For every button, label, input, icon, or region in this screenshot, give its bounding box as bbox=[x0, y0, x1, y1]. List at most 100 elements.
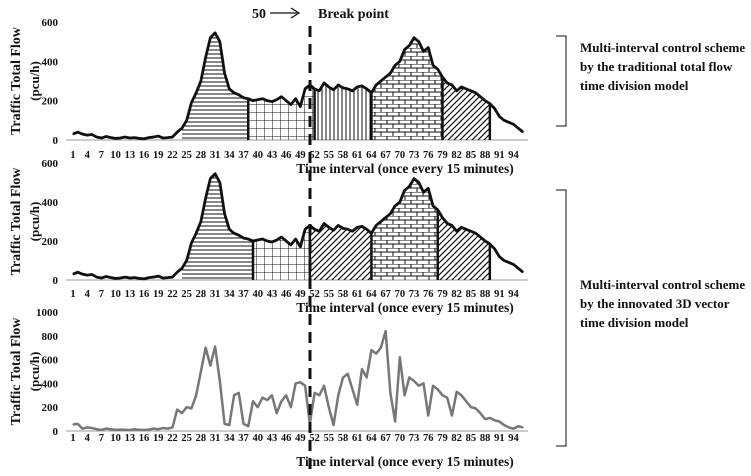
segment-fill-grid bbox=[253, 225, 310, 280]
x-tick-label: 70 bbox=[395, 150, 406, 161]
x-tick-label: 55 bbox=[324, 150, 335, 161]
data-point bbox=[143, 429, 145, 431]
data-point bbox=[195, 394, 197, 396]
x-tick-label: 49 bbox=[295, 150, 306, 161]
data-point bbox=[493, 248, 496, 250]
x-tick-label: 37 bbox=[238, 433, 249, 444]
data-point bbox=[342, 87, 344, 89]
x-tick-label: 55 bbox=[324, 289, 335, 300]
x-axis-title: Time interval (once every 15 minutes) bbox=[296, 454, 514, 469]
segment-fill-horizontal bbox=[181, 173, 253, 280]
x-tick-label: 67 bbox=[380, 289, 391, 300]
data-point bbox=[138, 137, 140, 140]
data-point bbox=[261, 238, 264, 240]
data-point bbox=[138, 277, 140, 280]
x-tick-label: 79 bbox=[437, 289, 448, 300]
y-tick-label: 200 bbox=[42, 402, 59, 414]
data-point bbox=[517, 127, 519, 129]
data-point bbox=[351, 90, 354, 92]
data-point bbox=[219, 41, 221, 43]
x-tick-label: 16 bbox=[139, 289, 150, 300]
data-point bbox=[138, 429, 140, 431]
data-point bbox=[508, 121, 510, 123]
data-point bbox=[385, 217, 387, 219]
x-tick-label: 91 bbox=[494, 150, 505, 161]
data-point bbox=[209, 364, 211, 367]
data-point bbox=[304, 385, 306, 387]
data-point bbox=[356, 86, 358, 88]
data-point bbox=[337, 224, 339, 226]
x-tick-label: 7 bbox=[99, 289, 104, 300]
data-point bbox=[133, 428, 136, 430]
data-point bbox=[337, 84, 339, 86]
data-point bbox=[266, 100, 268, 102]
data-point bbox=[413, 380, 415, 382]
data-point bbox=[119, 277, 121, 279]
data-point bbox=[432, 64, 434, 66]
x-tick-label: 55 bbox=[324, 433, 335, 444]
data-point bbox=[522, 271, 524, 273]
data-point bbox=[186, 406, 188, 408]
x-tick-label: 22 bbox=[167, 150, 178, 161]
x-tick-label: 64 bbox=[366, 433, 377, 444]
x-tick-label: 79 bbox=[437, 150, 448, 161]
x-tick-label: 22 bbox=[167, 433, 178, 444]
y-tick-label: 400 bbox=[42, 197, 59, 209]
data-point bbox=[332, 424, 335, 426]
x-tick-label: 82 bbox=[451, 433, 462, 444]
top-flow-chart: 0 200 400 600 1 4 7 10 13 16 19 22 25 28 31 34 37 40 43 46 4… bbox=[9, 17, 528, 176]
x-tick-label: 28 bbox=[196, 289, 207, 300]
data-point bbox=[394, 205, 396, 207]
data-point bbox=[247, 425, 249, 427]
data-point bbox=[437, 388, 439, 390]
data-point bbox=[181, 267, 183, 269]
data-point bbox=[285, 100, 287, 102]
y-axis-title: Traffic Total Flow bbox=[9, 317, 24, 426]
data-point bbox=[399, 60, 401, 62]
data-point bbox=[285, 394, 287, 396]
data-point bbox=[209, 178, 211, 180]
data-point bbox=[110, 137, 112, 139]
y-axis-unit: (pcu/h) bbox=[27, 202, 42, 242]
data-point bbox=[337, 394, 339, 396]
x-tick-label: 52 bbox=[309, 289, 320, 300]
data-point bbox=[408, 185, 410, 187]
data-point bbox=[152, 276, 155, 278]
data-point bbox=[181, 127, 183, 129]
data-point bbox=[162, 137, 164, 139]
data-point bbox=[432, 205, 434, 207]
data-point bbox=[328, 226, 330, 228]
data-point bbox=[470, 406, 472, 408]
data-point bbox=[200, 370, 202, 373]
data-point bbox=[167, 428, 169, 430]
x-tick-label: 4 bbox=[85, 433, 91, 444]
data-point bbox=[247, 98, 249, 100]
data-point bbox=[446, 82, 448, 84]
data-point bbox=[318, 394, 320, 396]
data-point bbox=[129, 277, 131, 279]
data-point bbox=[242, 237, 245, 239]
data-point bbox=[290, 104, 292, 106]
x-tick-label: 40 bbox=[252, 150, 263, 161]
data-point bbox=[375, 224, 377, 226]
data-point bbox=[299, 105, 301, 108]
data-point bbox=[276, 239, 278, 241]
x-tick-label: 94 bbox=[508, 289, 519, 300]
data-point bbox=[100, 429, 103, 431]
data-point bbox=[91, 273, 93, 276]
arrow-right-icon bbox=[270, 7, 301, 19]
data-point bbox=[252, 240, 254, 242]
x-tick-label: 46 bbox=[281, 150, 292, 161]
data-point bbox=[205, 56, 207, 59]
data-point bbox=[475, 92, 477, 94]
data-point bbox=[389, 213, 391, 215]
x-tick-label: 22 bbox=[167, 289, 178, 300]
x-tick-label: 19 bbox=[153, 150, 164, 161]
x-tick-label: 73 bbox=[409, 289, 420, 300]
data-point bbox=[512, 428, 515, 430]
x-tick-label: 7 bbox=[99, 150, 104, 161]
y-axis-unit: (pcu/h) bbox=[27, 352, 42, 392]
series-line bbox=[72, 31, 524, 141]
data-point bbox=[157, 135, 159, 137]
data-point bbox=[413, 37, 415, 39]
